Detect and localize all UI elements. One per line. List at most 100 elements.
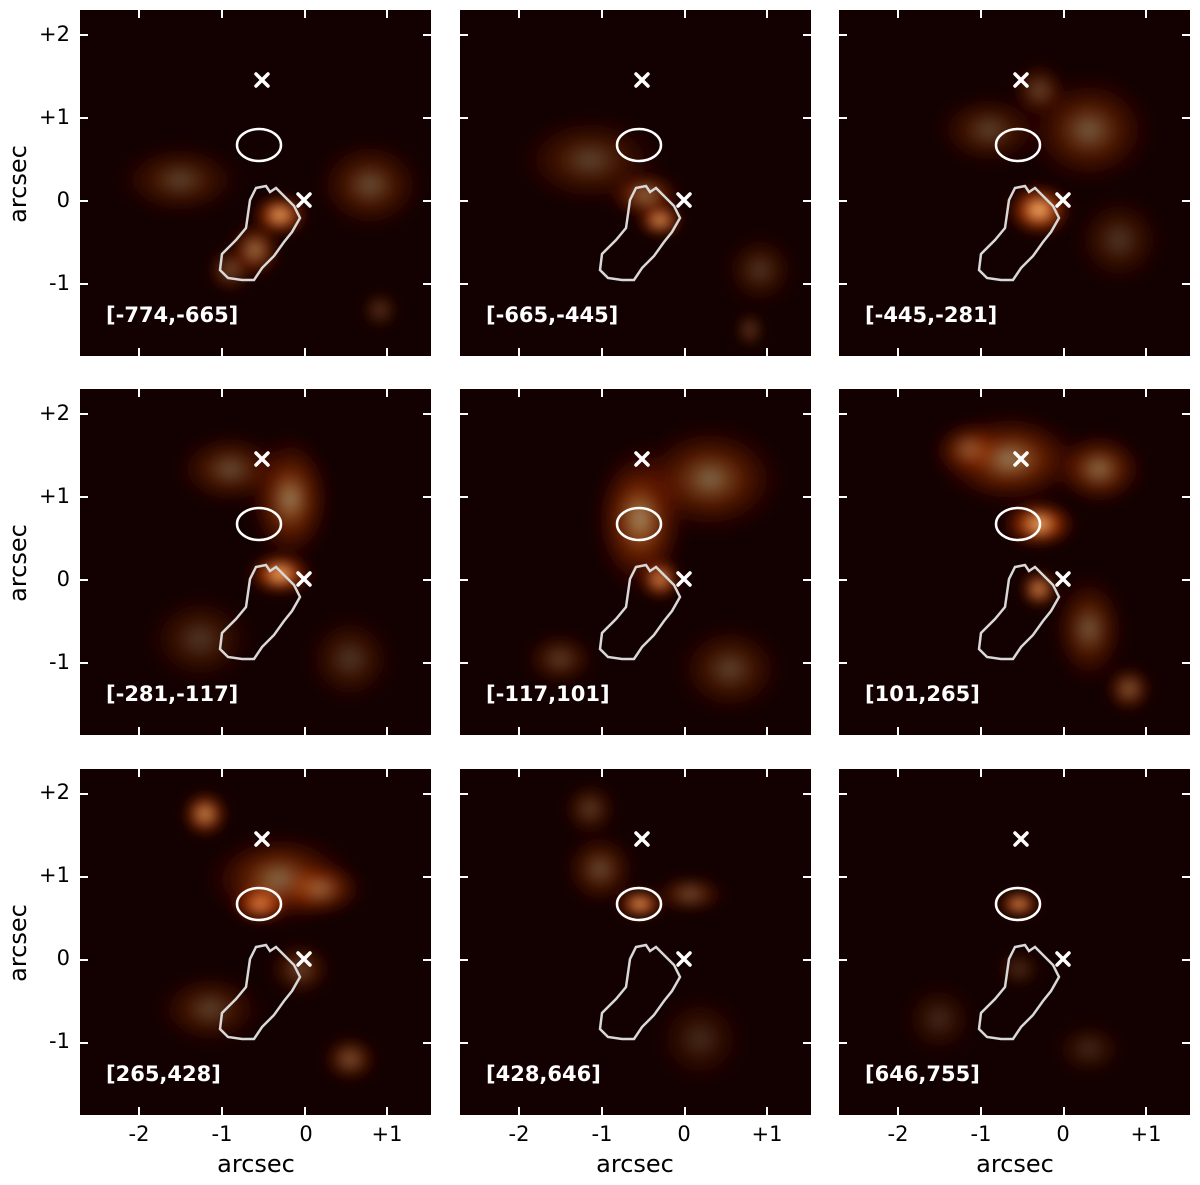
x-tick-label: -2 [508,1122,530,1146]
velocity-range-label: [-281,-117] [106,682,239,706]
contour-outline [977,943,1061,1041]
emission-map-image [80,10,431,356]
axis-ticks [839,10,1190,356]
y-tick-label: +2 [39,22,70,46]
y-tick-label: -1 [49,271,70,295]
beam-ellipse [235,886,283,922]
cross-marker [254,831,270,847]
contour-outline [218,943,302,1041]
emission-map-image [80,389,431,735]
cross-marker [634,451,650,467]
cross-marker [1055,951,1071,967]
x-tick-label: -2 [887,1122,909,1146]
emission-map-image [460,769,811,1115]
cross-marker [676,951,692,967]
beam-ellipse [615,886,663,922]
cross-marker [254,72,270,88]
axis-ticks [80,10,431,356]
channel-panel: [-665,-445] [460,10,811,356]
axis-ticks [460,10,811,356]
channel-panel: [646,755] [839,769,1190,1115]
channel-panel: [-117,101] [460,389,811,735]
velocity-range-label: [428,646] [486,1062,601,1086]
y-tick-label: 0 [56,946,70,970]
x-tick-label: +1 [371,1122,403,1146]
axis-ticks [460,389,811,735]
y-axis-label: arcsec [4,145,32,223]
axis-ticks [460,769,811,1115]
cross-marker [676,571,692,587]
cross-marker [1013,451,1029,467]
y-tick-label: +2 [39,780,70,804]
x-tick-label: -1 [211,1122,233,1146]
y-tick-label: 0 [56,188,70,212]
x-tick-label: +1 [1130,1122,1162,1146]
axis-ticks [839,769,1190,1115]
y-tick-label: -1 [49,650,70,674]
cross-marker [634,831,650,847]
cross-marker [254,451,270,467]
contour-outline [598,943,682,1041]
velocity-range-label: [-665,-445] [486,303,619,327]
x-tick-label: -1 [970,1122,992,1146]
velocity-range-label: [265,428] [106,1062,221,1086]
channel-panel: [265,428] [80,769,431,1115]
beam-ellipse [615,506,663,542]
emission-map-image [839,769,1190,1115]
x-tick-label: 0 [299,1122,313,1146]
x-axis-label: arcsec [596,1150,674,1178]
emission-map-image [80,769,431,1115]
emission-map-image [839,389,1190,735]
contour-outline [598,184,682,282]
y-axis-label: arcsec [4,904,32,982]
contour-outline [598,563,682,661]
axis-ticks [839,389,1190,735]
channel-panel: [428,646] [460,769,811,1115]
axis-ticks [80,389,431,735]
beam-ellipse [994,127,1042,163]
contour-outline [218,184,302,282]
cross-marker [1013,72,1029,88]
cross-marker [296,192,312,208]
x-axis-label: arcsec [976,1150,1054,1178]
channel-panel: [-281,-117] [80,389,431,735]
velocity-range-label: [646,755] [865,1062,980,1086]
x-tick-label: -2 [128,1122,150,1146]
channel-panel: [-445,-281] [839,10,1190,356]
cross-marker [1013,831,1029,847]
beam-ellipse [994,506,1042,542]
y-tick-label: +2 [39,401,70,425]
emission-map-image [460,389,811,735]
contour-outline [977,184,1061,282]
x-tick-label: -1 [591,1122,613,1146]
y-tick-label: +1 [39,863,70,887]
channel-panel: [101,265] [839,389,1190,735]
x-tick-label: 0 [677,1122,691,1146]
velocity-range-label: [-774,-665] [106,303,239,327]
y-tick-label: +1 [39,484,70,508]
cross-marker [1055,192,1071,208]
cross-marker [634,72,650,88]
contour-outline [218,563,302,661]
x-tick-label: 0 [1056,1122,1070,1146]
emission-map-image [460,10,811,356]
beam-ellipse [615,127,663,163]
beam-ellipse [235,127,283,163]
y-tick-label: +1 [39,105,70,129]
cross-marker [676,192,692,208]
velocity-range-label: [101,265] [865,682,980,706]
beam-ellipse [994,886,1042,922]
y-tick-label: -1 [49,1029,70,1053]
cross-marker [296,951,312,967]
x-axis-label: arcsec [217,1150,295,1178]
axis-ticks [80,769,431,1115]
velocity-range-label: [-445,-281] [865,303,998,327]
cross-marker [1055,571,1071,587]
y-axis-label: arcsec [4,524,32,602]
cross-marker [296,571,312,587]
beam-ellipse [235,506,283,542]
velocity-range-label: [-117,101] [486,682,610,706]
contour-outline [977,563,1061,661]
channel-panel: [-774,-665] [80,10,431,356]
